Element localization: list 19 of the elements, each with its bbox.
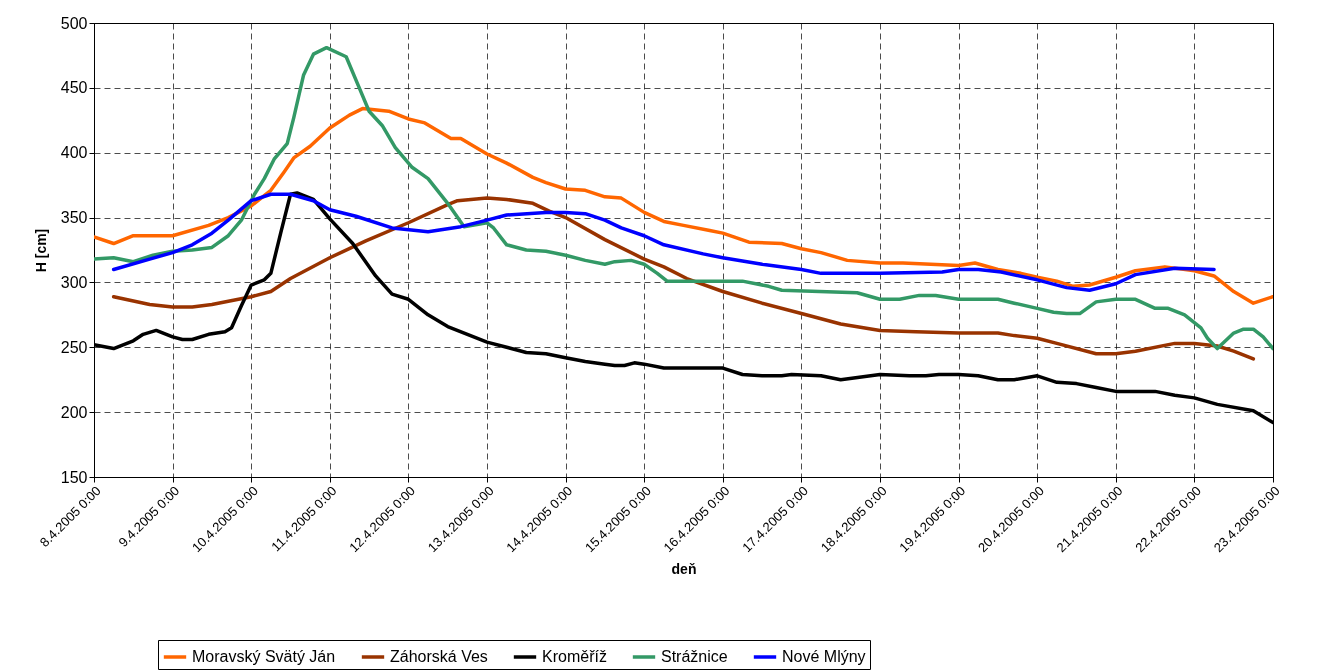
y-tick-label: 400 bbox=[60, 144, 88, 162]
y-tick-label: 200 bbox=[60, 403, 88, 421]
legend-label: Nové Mlýny bbox=[782, 648, 866, 665]
line-series bbox=[111, 192, 1216, 292]
legend-label: Moravský Svätý Ján bbox=[192, 648, 336, 665]
y-tick-label: 500 bbox=[60, 14, 88, 32]
y-tick-label: 250 bbox=[60, 338, 88, 356]
line-series bbox=[111, 196, 1256, 361]
y-tick-label: 150 bbox=[60, 468, 88, 486]
legend-label: Kroměříž bbox=[542, 648, 607, 665]
y-tick-label: 300 bbox=[60, 273, 88, 291]
line-series bbox=[94, 45, 1273, 351]
legend-label: Záhorská Ves bbox=[390, 648, 488, 665]
y-axis-title: H [cm] bbox=[32, 228, 49, 273]
y-tick-label: 450 bbox=[60, 79, 88, 97]
legend-label: Strážnice bbox=[661, 648, 728, 665]
line-series bbox=[94, 106, 1273, 305]
x-axis-title: deň bbox=[671, 561, 697, 578]
y-tick-label: 350 bbox=[60, 209, 88, 227]
